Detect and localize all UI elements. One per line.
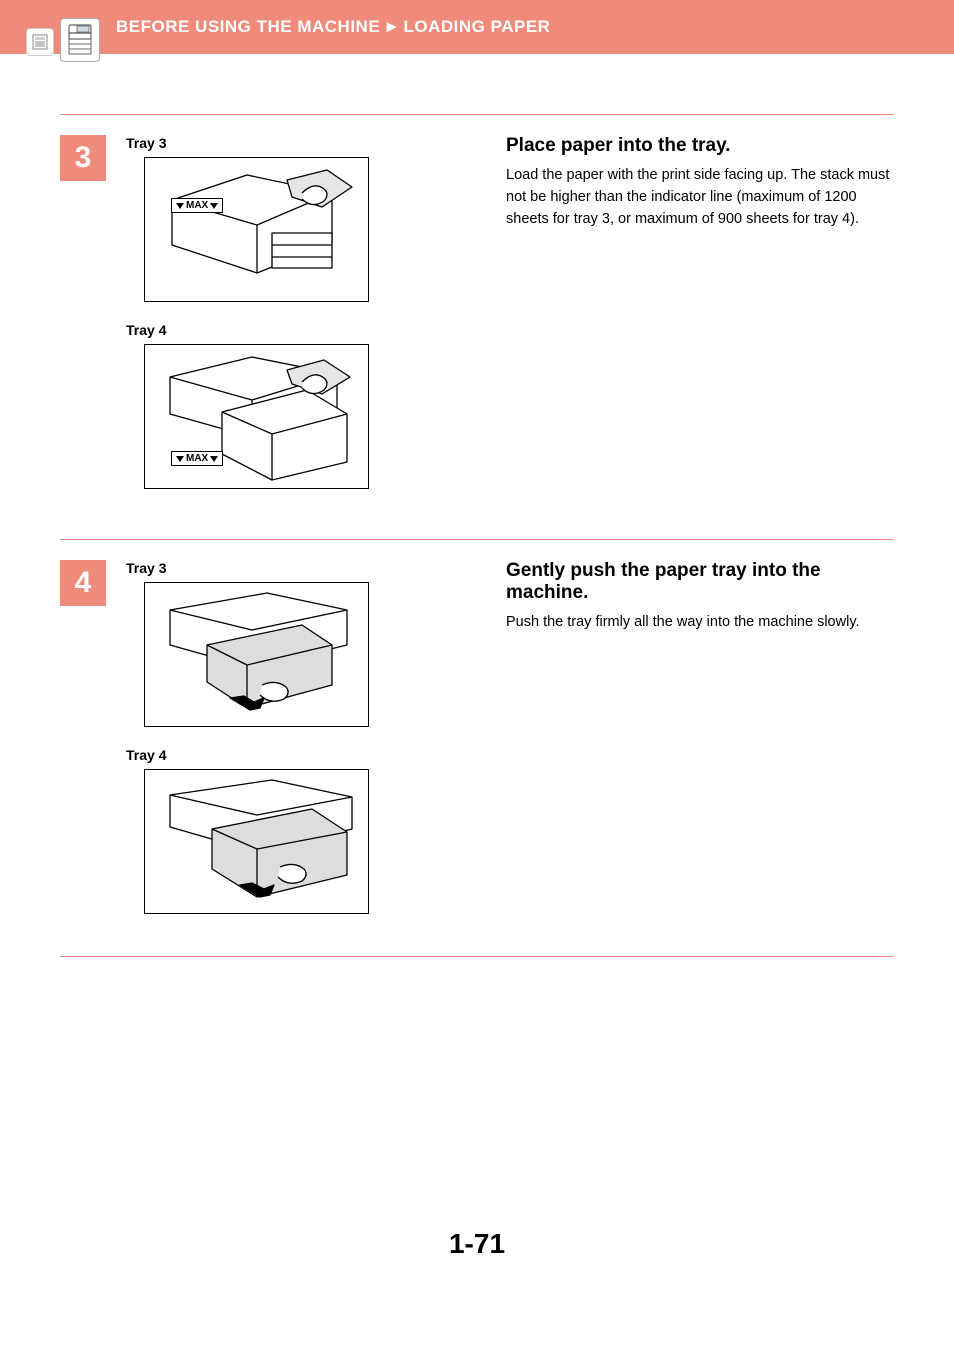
illustration: [144, 769, 369, 914]
step-title: Place paper into the tray.: [506, 135, 894, 157]
step-right-column: Gently push the paper tray into the mach…: [506, 560, 894, 934]
corner-icon: [26, 28, 54, 56]
section-separator: [60, 539, 894, 540]
section-separator: [60, 956, 894, 957]
step-number-badge: 4: [60, 560, 106, 606]
step-left-column: Tray 3 Tray 4: [126, 560, 486, 934]
printer-icon: [60, 18, 100, 62]
step-body: Push the tray firmly all the way into th…: [506, 612, 894, 634]
header-arrow-icon: ►: [383, 17, 400, 37]
illustration: MAX: [144, 157, 369, 302]
header-subsection: LOADING PAPER: [404, 17, 551, 37]
illustration: [144, 582, 369, 727]
page-content: 3 Tray 3 MAX: [0, 54, 954, 957]
tray-label: Tray 4: [126, 747, 486, 763]
step-number-badge: 3: [60, 135, 106, 181]
page-number: 1-71: [0, 1228, 954, 1260]
step-4: 4 Tray 3 T: [60, 560, 894, 934]
section-separator: [60, 114, 894, 115]
tray-label: Tray 4: [126, 322, 486, 338]
step-title: Gently push the paper tray into the mach…: [506, 560, 894, 604]
step-right-column: Place paper into the tray. Load the pape…: [506, 135, 894, 509]
header-bar: BEFORE USING THE MACHINE ► LOADING PAPER: [0, 0, 954, 54]
max-indicator: MAX: [171, 451, 223, 466]
step-body: Load the paper with the print side facin…: [506, 165, 894, 230]
tray-label: Tray 3: [126, 560, 486, 576]
max-indicator: MAX: [171, 198, 223, 213]
step-3: 3 Tray 3 MAX: [60, 135, 894, 509]
step-left-column: Tray 3 MAX: [126, 135, 486, 509]
header-section: BEFORE USING THE MACHINE: [116, 17, 380, 37]
tray-label: Tray 3: [126, 135, 486, 151]
illustration: MAX: [144, 344, 369, 489]
